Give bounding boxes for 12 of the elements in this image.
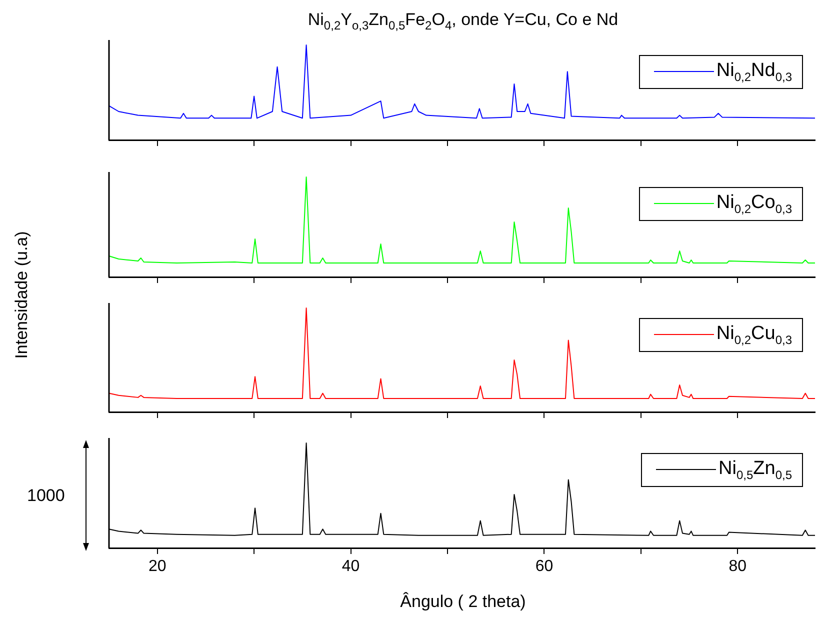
legend-label: Ni$_{0,2}$Co$_{0,3}$ <box>716 192 792 216</box>
x-axis-title: Ângulo ( 2 theta) <box>400 592 526 612</box>
legend-label: Ni$_{0,2}$Nd$_{0,3}$ <box>716 60 792 84</box>
x-tick-label: 20 <box>148 558 166 576</box>
x-tick-label: 80 <box>728 558 747 576</box>
y-axis-title: Intensidade (u.a) <box>12 231 32 359</box>
text: 1000 <box>27 486 65 506</box>
x-tick-label: 60 <box>535 558 554 576</box>
x-tick-label: 40 <box>342 558 360 576</box>
legend-label: Ni$_{0,2}$Cu$_{0,3}$ <box>716 323 792 347</box>
legend-label: Ni$_{0,5}$Zn$_{0,5}$ <box>718 458 792 482</box>
chart-title: Ni$_{0,2}$Y$_{o,3}$Zn$_{0,5}$Fe$_{2}$O$_{4}$, onde Y=Cu, Co e Nd <box>308 10 618 32</box>
